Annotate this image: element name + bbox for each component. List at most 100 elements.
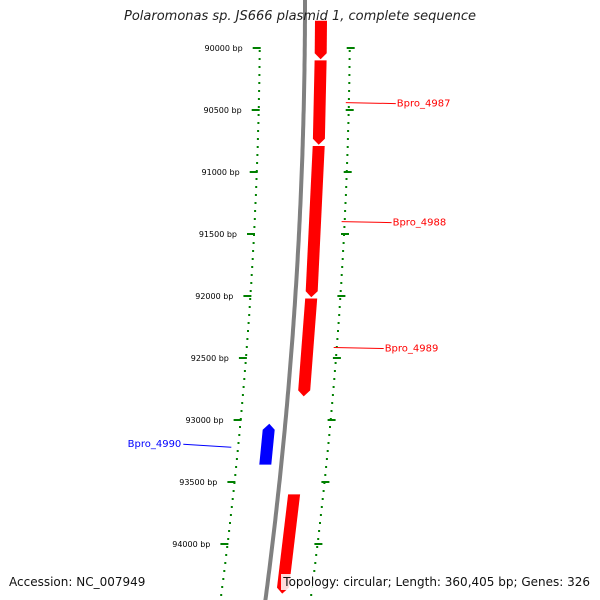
scale-dot [241, 402, 244, 404]
tick-label: 94000 bp [172, 540, 210, 549]
scale-dot [257, 114, 260, 116]
scale-dot [331, 402, 334, 404]
scale-dot [340, 282, 343, 284]
summary-text: Topology: circular; Length: 360,405 bp; … [281, 574, 592, 590]
scale-dot [315, 554, 318, 556]
scale-dot [314, 562, 317, 564]
bp-ticks: 90000 bp 90500 bp 91000 bp 91500 bp 92000 bp… [172, 44, 355, 549]
scale-dot [340, 274, 343, 276]
scale-dot [227, 538, 230, 540]
gene-features [259, 20, 327, 594]
tick-label: 90500 bp [204, 106, 242, 115]
scale-dot [252, 242, 255, 244]
scale-dot [335, 354, 338, 356]
scale-dot [246, 338, 249, 340]
tick-mark-left [233, 419, 242, 421]
tick-mark-left [252, 47, 261, 49]
scale-dot [338, 306, 341, 308]
tick-mark-right [341, 233, 349, 235]
gene-leader-line [341, 221, 392, 224]
scale-dot [347, 106, 350, 108]
scale-dot [245, 354, 248, 356]
scale-dot [248, 306, 251, 308]
tick-mark-left [249, 171, 258, 173]
gene-label: Bpro_4987 [397, 99, 451, 110]
tick-label: 93000 bp [185, 416, 223, 425]
scale-dot [228, 530, 231, 532]
forward-gene-arrow [312, 60, 327, 145]
tick-mark-right [332, 357, 341, 359]
scale-dot [344, 210, 347, 212]
scale-dot [343, 226, 346, 228]
tick-mark-left [251, 109, 260, 111]
scale-dot [251, 258, 254, 260]
scale-dot [247, 330, 249, 332]
scale-dot [325, 466, 328, 468]
scale-dot [225, 554, 228, 556]
scale-dot [333, 378, 336, 380]
scale-dot [226, 546, 229, 548]
scale-dot [254, 210, 257, 212]
gene-label: Bpro_4988 [393, 218, 447, 229]
scale-dot [243, 370, 246, 372]
scale-dot [324, 474, 327, 476]
tick-mark-left [238, 357, 247, 359]
scale-dot [238, 434, 241, 436]
scale-dot [348, 50, 351, 52]
scale-dot [326, 450, 329, 452]
scale-dot [258, 50, 261, 52]
scale-dot [348, 90, 351, 92]
scale-dot [332, 386, 335, 388]
scale-dot [330, 410, 333, 412]
scale-dot [224, 562, 227, 564]
scale-dot [258, 66, 261, 68]
scale-dot [248, 314, 251, 316]
scale-dot [256, 146, 259, 148]
scale-dot [344, 194, 347, 196]
scale-dot [258, 90, 261, 92]
scale-dot [229, 514, 232, 516]
scale-dot [245, 346, 248, 348]
scale-dot [258, 82, 261, 84]
plasmid-backbone [263, 0, 307, 600]
scale-dot [234, 474, 237, 476]
tick-mark-left [220, 543, 229, 545]
scale-dot [313, 570, 316, 572]
scale-dot [321, 498, 324, 500]
scale-dot [240, 410, 243, 412]
gene-label: Bpro_4990 [128, 439, 182, 450]
scale-dot [241, 394, 244, 396]
scale-dot [342, 242, 345, 244]
gene-leader-line [345, 102, 396, 105]
tick-mark-left [247, 233, 255, 235]
scale-dot [242, 386, 245, 388]
scale-dot [257, 98, 260, 100]
scale-dot [258, 74, 261, 76]
scale-dot [346, 138, 349, 140]
tick-mark-right [346, 47, 355, 49]
scale-dot [235, 458, 238, 460]
scale-dot [252, 250, 255, 252]
scale-dot [257, 130, 260, 132]
scale-dot [249, 290, 252, 292]
scale-dot [221, 586, 224, 588]
scale-dot [254, 202, 257, 204]
forward-gene-arrow [314, 20, 327, 60]
scale-dot [250, 274, 253, 276]
forward-gene-arrow [298, 298, 318, 397]
scale-dot [348, 82, 351, 84]
scale-dot [348, 74, 351, 76]
scale-dot [343, 218, 346, 220]
scale-dot [255, 178, 258, 180]
scale-dot [257, 122, 260, 124]
gene-leader-line [333, 347, 384, 349]
scale-dot [345, 178, 348, 180]
scale-dot [253, 218, 256, 220]
scale-dot [328, 434, 331, 436]
tick-mark-right [345, 109, 354, 111]
scale-dot [348, 58, 351, 60]
scale-dot [229, 522, 231, 524]
reverse-gene-arrow [259, 423, 275, 465]
scale-dot [258, 58, 261, 60]
